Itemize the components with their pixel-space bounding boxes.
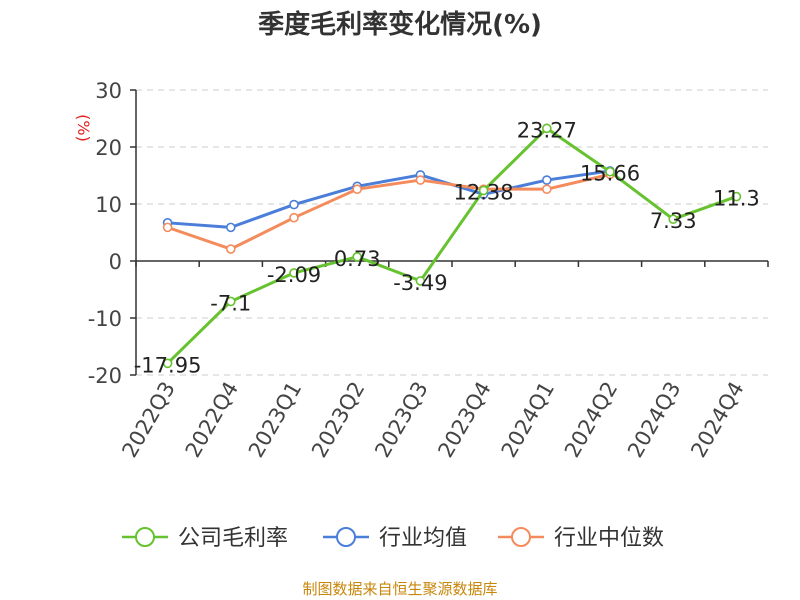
x-tick-label: 2023Q4 — [433, 377, 495, 461]
y-tick-label: 30 — [95, 79, 122, 103]
x-tick-label: 2023Q3 — [370, 378, 432, 462]
legend-marker-1 — [336, 527, 356, 547]
y-tick-label: 10 — [95, 193, 122, 217]
series-line-0 — [166, 126, 737, 365]
x-tick-label: 2024Q2 — [560, 378, 622, 462]
data-point-0 — [415, 276, 426, 286]
data-label: 0.73 — [334, 247, 381, 271]
y-tick-label: -20 — [88, 364, 122, 388]
data-label: -7.1 — [210, 291, 251, 315]
legend-marker-0 — [135, 527, 155, 547]
x-tick-label: 2024Q1 — [497, 378, 559, 462]
legend-label-0: 公司毛利率 — [178, 526, 288, 551]
y-tick-label: 20 — [95, 136, 122, 160]
legend: 公司毛利率 行业均值 行业中位数 — [122, 526, 664, 551]
data-label: 7.33 — [650, 209, 697, 233]
data-point-0 — [289, 268, 299, 278]
x-tick-label: 2024Q4 — [686, 378, 748, 462]
x-tick-label: 2023Q1 — [244, 378, 306, 462]
x-tick-label: 2022Q3 — [117, 378, 179, 462]
x-tick-label: 2023Q2 — [307, 378, 369, 462]
data-point-0 — [541, 123, 552, 134]
data-label: 23.27 — [517, 118, 577, 142]
data-point-2 — [541, 184, 552, 194]
source-note: 制图数据来自恒生聚源数据库 — [302, 580, 498, 598]
series-line-1 — [167, 169, 611, 229]
data-point-2 — [352, 184, 363, 194]
y-tick-label: 0 — [109, 250, 122, 274]
data-point-2 — [289, 212, 299, 223]
data-label: 12.38 — [454, 180, 514, 204]
x-tick-label: 2024Q3 — [623, 378, 685, 462]
data-point-0 — [226, 296, 236, 307]
chart-title: 季度毛利率变化情况(%) — [258, 10, 542, 40]
series-layer — [162, 123, 742, 369]
data-point-0 — [162, 358, 173, 369]
data-point-1 — [289, 199, 299, 210]
data-point-2 — [162, 222, 173, 233]
series-line-2 — [167, 172, 611, 251]
data-point-0 — [352, 252, 363, 262]
data-point-0 — [731, 191, 742, 202]
data-point-1 — [541, 175, 552, 185]
data-label: -17.95 — [134, 353, 202, 377]
y-tick-label: -10 — [88, 307, 122, 331]
data-label: 11.3 — [713, 187, 760, 211]
legend-label-1: 行业均值 — [379, 526, 467, 551]
data-label: 15.66 — [580, 162, 640, 186]
y-axis-label: (%) — [74, 114, 93, 142]
legend-label-2: 行业中位数 — [554, 526, 664, 551]
data-point-0 — [668, 214, 679, 225]
data-point-2 — [415, 175, 426, 185]
legend-marker-2 — [511, 527, 531, 547]
data-label: -2.09 — [267, 263, 321, 287]
data-point-1 — [226, 222, 236, 233]
data-label: -3.49 — [393, 271, 447, 295]
data-point-2 — [226, 244, 236, 254]
data-point-0 — [605, 166, 615, 177]
x-tick-label: 2022Q4 — [181, 378, 243, 462]
data-point-0 — [478, 185, 489, 196]
